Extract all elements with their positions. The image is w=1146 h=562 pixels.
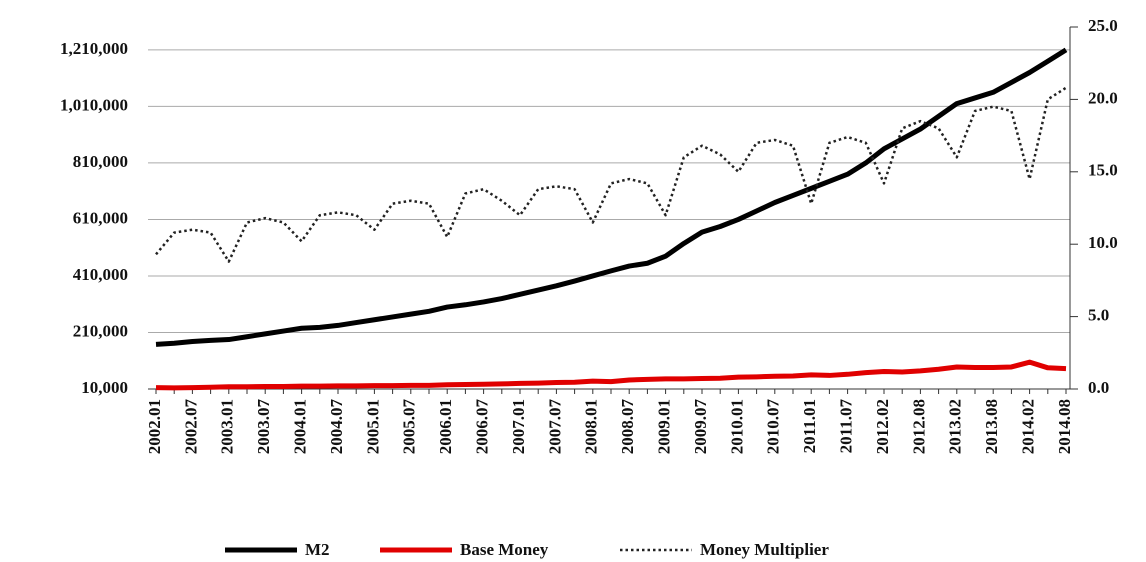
y-tick-label: 210,000 [73, 321, 128, 340]
y-tick-label: 1,210,000 [60, 39, 128, 58]
x-tick-label: 2006.01 [436, 399, 455, 454]
x-tick-label: 2002.01 [145, 399, 164, 454]
x-tick-label: 2003.07 [254, 399, 273, 455]
x-tick-label: 2010.07 [764, 399, 783, 455]
x-tick-label: 2013.02 [946, 399, 965, 454]
y-tick-label: 610,000 [73, 208, 128, 227]
x-tick-label: 2004.01 [291, 399, 310, 454]
series-line [155, 86, 1067, 263]
legend-label: Base Money [460, 540, 549, 559]
x-tick-label: 2005.07 [400, 399, 419, 455]
x-tick-label: 2012.08 [909, 399, 928, 454]
y2-tick-label: 0.0 [1088, 378, 1109, 397]
x-tick-label: 2014.02 [1019, 399, 1038, 454]
series-line [155, 359, 1067, 391]
y-tick-label: 810,000 [73, 152, 128, 171]
x-tick-label: 2003.01 [218, 399, 237, 454]
x-tick-label: 2006.07 [473, 399, 492, 455]
x-tick-label: 2002.07 [181, 399, 200, 455]
x-tick-label: 2004.07 [327, 399, 346, 455]
y-tick-label: 410,000 [73, 265, 128, 284]
x-tick-label: 2007.07 [545, 399, 564, 455]
x-tick-label: 2010.01 [727, 399, 746, 454]
y2-tick-label: 5.0 [1088, 306, 1109, 325]
legend-label: Money Multiplier [700, 540, 829, 559]
legend-label: M2 [305, 540, 330, 559]
x-tick-label: 2005.01 [363, 399, 382, 454]
x-tick-label: 2008.07 [618, 399, 637, 455]
x-tick-label: 2007.01 [509, 399, 528, 454]
x-tick-label: 2011.07 [837, 399, 856, 454]
y-tick-label: 10,000 [81, 378, 128, 397]
x-tick-label: 2009.07 [691, 399, 710, 455]
y2-tick-label: 10.0 [1088, 233, 1118, 252]
y-tick-label: 1,010,000 [60, 95, 128, 114]
y2-tick-label: 20.0 [1088, 88, 1118, 107]
x-tick-label: 2011.01 [800, 399, 819, 453]
series-line [155, 47, 1068, 347]
x-tick-label: 2009.01 [655, 399, 674, 454]
y2-tick-label: 15.0 [1088, 161, 1118, 180]
y2-tick-label: 25.0 [1088, 16, 1118, 35]
x-tick-label: 2013.08 [982, 399, 1001, 454]
x-tick-label: 2012.02 [873, 399, 892, 454]
x-tick-label: 2014.08 [1055, 399, 1074, 454]
x-tick-label: 2008.01 [582, 399, 601, 454]
